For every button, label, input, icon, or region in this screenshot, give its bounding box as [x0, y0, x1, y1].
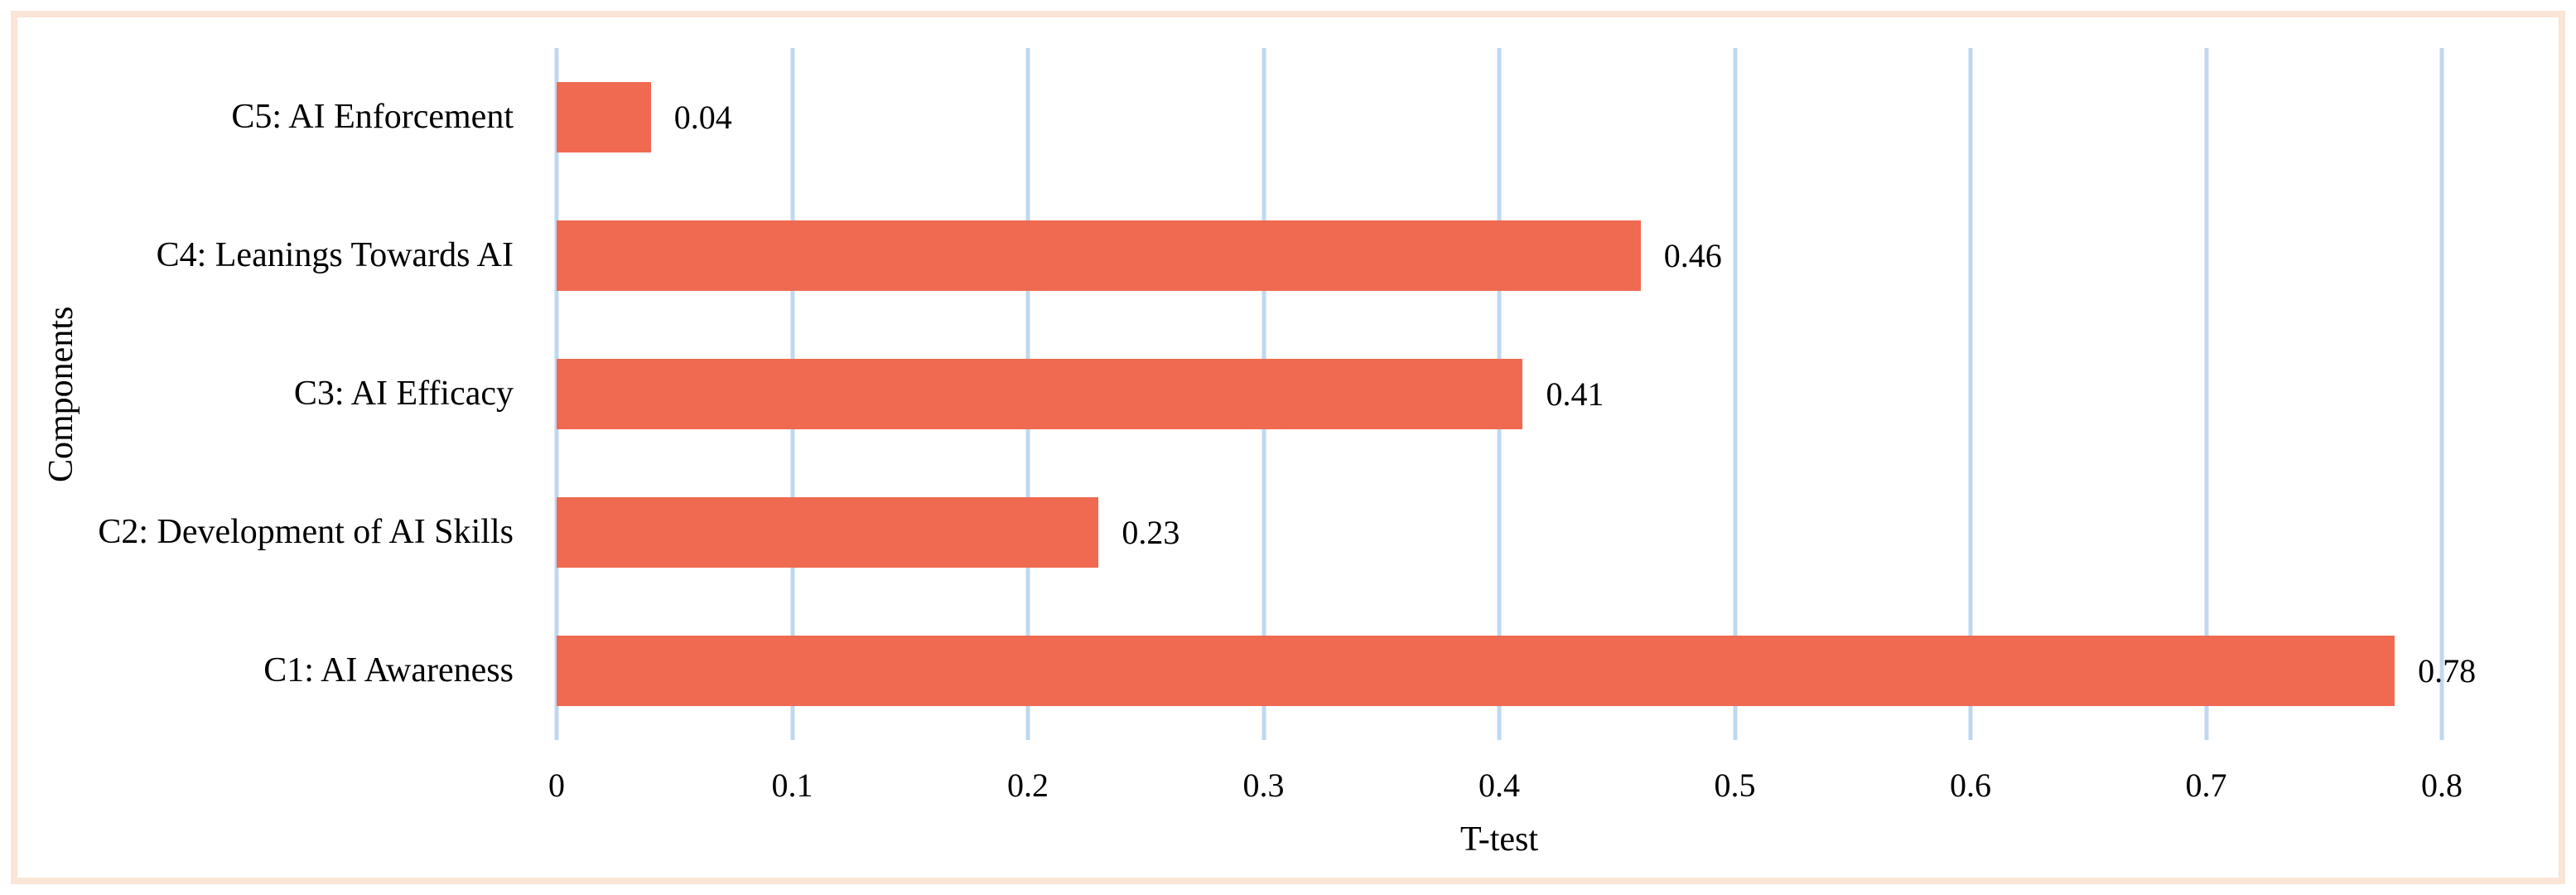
x-tick-label: 0.1	[771, 767, 813, 804]
category-label-row: C2: Development of AI Skills	[0, 463, 514, 602]
vertical-gridline	[2439, 48, 2444, 740]
bar-row: 0.78	[557, 602, 2476, 740]
category-label: C5: AI Enforcement	[231, 98, 514, 137]
data-bar	[557, 497, 1099, 568]
x-tick-label: 0.5	[1714, 767, 1756, 804]
category-label: C3: AI Efficacy	[293, 375, 514, 414]
bar-value-label: 0.04	[673, 98, 732, 136]
data-bar	[557, 82, 651, 152]
bar-row: 0.41	[557, 325, 2442, 463]
category-label-row: C4: Leanings Towards AI	[0, 186, 514, 325]
plot-area: 0.04 0.46 0.41 0.23 0.78	[554, 48, 2476, 740]
category-label-row: C5: AI Enforcement	[0, 48, 514, 186]
bar-value-label: 0.46	[1663, 236, 1722, 274]
x-tick-label: 0.6	[1950, 767, 1991, 804]
bar-value-label: 0.41	[1546, 375, 1604, 413]
x-tick-label: 0.3	[1242, 767, 1285, 804]
data-bar	[557, 636, 2395, 706]
bar-value-label: 0.78	[2418, 651, 2477, 689]
data-bar	[557, 359, 1523, 429]
bar-row: 0.23	[557, 463, 2442, 602]
category-label-row: C3: AI Efficacy	[0, 325, 514, 463]
bar-row: 0.46	[557, 186, 2442, 325]
x-axis-title: T-test	[1459, 820, 1539, 859]
category-label-row: C1: AI Awareness	[0, 602, 514, 740]
category-label: C2: Development of AI Skills	[98, 513, 514, 552]
category-label: C1: AI Awareness	[263, 651, 514, 690]
x-tick-label: 0.2	[1007, 767, 1049, 804]
data-bar	[557, 220, 1641, 291]
x-tick-label: 0.7	[2185, 767, 2227, 804]
category-label: C4: Leanings Towards AI	[156, 236, 514, 275]
bar-row: 0.04	[557, 48, 2442, 186]
vertical-gridline	[1733, 48, 1737, 740]
x-tick-label: 0	[548, 767, 565, 804]
vertical-gridline	[2204, 48, 2208, 740]
category-axis-labels: C5: AI Enforcement C4: Leanings Towards A…	[0, 48, 514, 740]
x-axis-tick-labels: 0 0.1 0.2 0.3 0.4 0.5 0.6 0.7 0.8	[548, 761, 2463, 810]
vertical-gridline	[1968, 48, 1973, 740]
x-tick-label: 0.4	[1479, 767, 1520, 804]
x-tick-label: 0.8	[2421, 767, 2463, 804]
bar-value-label: 0.23	[1122, 513, 1180, 551]
